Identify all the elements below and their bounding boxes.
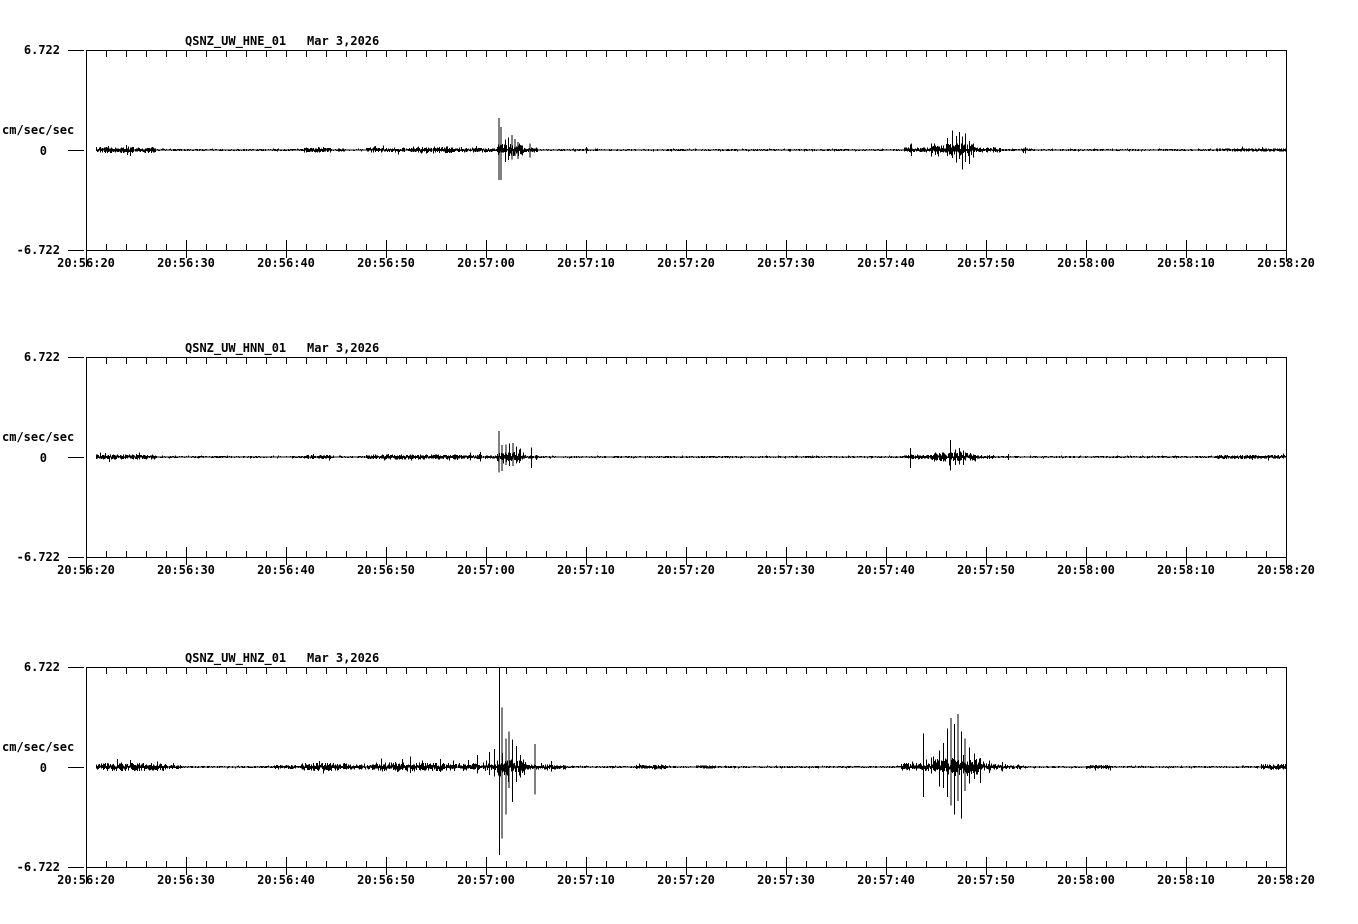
time-tick-label: 20:58:10 — [1157, 256, 1215, 270]
time-tick-label: 20:58:20 — [1257, 256, 1315, 270]
time-tick-label: 20:56:40 — [257, 256, 315, 270]
panel-date-label: Mar 3,2026 — [307, 34, 380, 48]
waveform-trace — [96, 431, 1287, 473]
waveform-trace — [96, 118, 1287, 180]
time-tick-label: 20:57:10 — [557, 873, 615, 887]
time-tick-label: 20:58:20 — [1257, 563, 1315, 577]
y-axis-min-label: -6.722 — [16, 550, 60, 564]
time-tick-label: 20:57:30 — [757, 873, 815, 887]
time-tick-label: 20:56:40 — [257, 873, 315, 887]
time-axis-labels: 20:56:20 20:56:30 20:56:40 20:56:50 20:57:00… — [0, 564, 1358, 578]
waveform-trace — [96, 667, 1287, 855]
time-tick-label: 20:57:00 — [457, 563, 515, 577]
time-tick-label: 20:58:10 — [1157, 563, 1215, 577]
time-tick-label: 20:57:20 — [657, 256, 715, 270]
time-tick-label: 20:58:00 — [1057, 873, 1115, 887]
time-tick-label: 20:58:00 — [1057, 256, 1115, 270]
time-tick-label: 20:57:40 — [857, 563, 915, 577]
panel-station-label: QSNZ_UW_HNE_01 — [185, 34, 287, 48]
time-tick-label: 20:57:40 — [857, 873, 915, 887]
y-axis-zero-label: 0 — [39, 761, 47, 775]
waveform-plot-hnn — [68, 357, 1287, 574]
plot-frame — [68, 667, 1287, 884]
waveform-plot-hne — [68, 50, 1287, 267]
panel-date-label: Mar 3,2026 — [307, 651, 380, 665]
time-tick-label: 20:57:20 — [657, 563, 715, 577]
time-tick-label: 20:57:50 — [957, 563, 1015, 577]
y-axis-min-label: -6.722 — [16, 243, 60, 257]
panel-date-label: Mar 3,2026 — [307, 341, 380, 355]
y-axis-max-label: 6.722 — [23, 350, 60, 364]
time-tick-label: 20:57:10 — [557, 563, 615, 577]
time-tick-label: 20:56:50 — [357, 873, 415, 887]
time-tick-label: 20:56:50 — [357, 563, 415, 577]
time-axis-labels: 20:56:20 20:56:30 20:56:40 20:56:50 20:57:00… — [0, 874, 1358, 888]
y-axis-units-label: cm/sec/sec — [2, 740, 75, 754]
seismogram-panel-hnz: QSNZ_UW_HNZ_01 Mar 3,2026 6.722 cm/sec/s… — [0, 617, 1358, 909]
y-axis-min-label: -6.722 — [16, 860, 60, 874]
plot-frame — [68, 50, 1287, 267]
time-tick-label: 20:56:20 — [57, 256, 115, 270]
seismogram-panel-hne: QSNZ_UW_HNE_01 Mar 3,2026 6.722 cm/sec/s… — [0, 0, 1358, 292]
time-tick-label: 20:58:00 — [1057, 563, 1115, 577]
time-tick-label: 20:57:00 — [457, 256, 515, 270]
time-tick-label: 20:56:20 — [57, 563, 115, 577]
plot-frame — [68, 357, 1287, 574]
time-tick-label: 20:57:30 — [757, 256, 815, 270]
time-tick-label: 20:57:00 — [457, 873, 515, 887]
y-axis-max-label: 6.722 — [23, 43, 60, 57]
time-tick-label: 20:57:10 — [557, 256, 615, 270]
time-tick-label: 20:57:50 — [957, 873, 1015, 887]
time-tick-label: 20:56:20 — [57, 873, 115, 887]
panel-station-label: QSNZ_UW_HNZ_01 — [185, 651, 287, 665]
time-axis-labels: 20:56:20 20:56:30 20:56:40 20:56:50 20:57:00… — [0, 257, 1358, 271]
time-tick-label: 20:57:50 — [957, 256, 1015, 270]
time-tick-label: 20:56:30 — [157, 563, 215, 577]
time-tick-label: 20:57:20 — [657, 873, 715, 887]
time-tick-label: 20:56:30 — [157, 873, 215, 887]
waveform-plot-hnz — [68, 667, 1287, 884]
time-tick-label: 20:57:40 — [857, 256, 915, 270]
y-axis-zero-label: 0 — [39, 144, 47, 158]
time-tick-label: 20:56:40 — [257, 563, 315, 577]
time-tick-label: 20:58:20 — [1257, 873, 1315, 887]
y-axis-max-label: 6.722 — [23, 660, 60, 674]
y-axis-units-label: cm/sec/sec — [2, 123, 75, 137]
y-axis-units-label: cm/sec/sec — [2, 430, 75, 444]
time-tick-label: 20:56:50 — [357, 256, 415, 270]
seismogram-panel-hnn: QSNZ_UW_HNN_01 Mar 3,2026 6.722 cm/sec/s… — [0, 307, 1358, 599]
time-tick-label: 20:57:30 — [757, 563, 815, 577]
panel-station-label: QSNZ_UW_HNN_01 — [185, 341, 287, 355]
time-tick-label: 20:56:30 — [157, 256, 215, 270]
time-tick-label: 20:58:10 — [1157, 873, 1215, 887]
y-axis-zero-label: 0 — [39, 451, 47, 465]
